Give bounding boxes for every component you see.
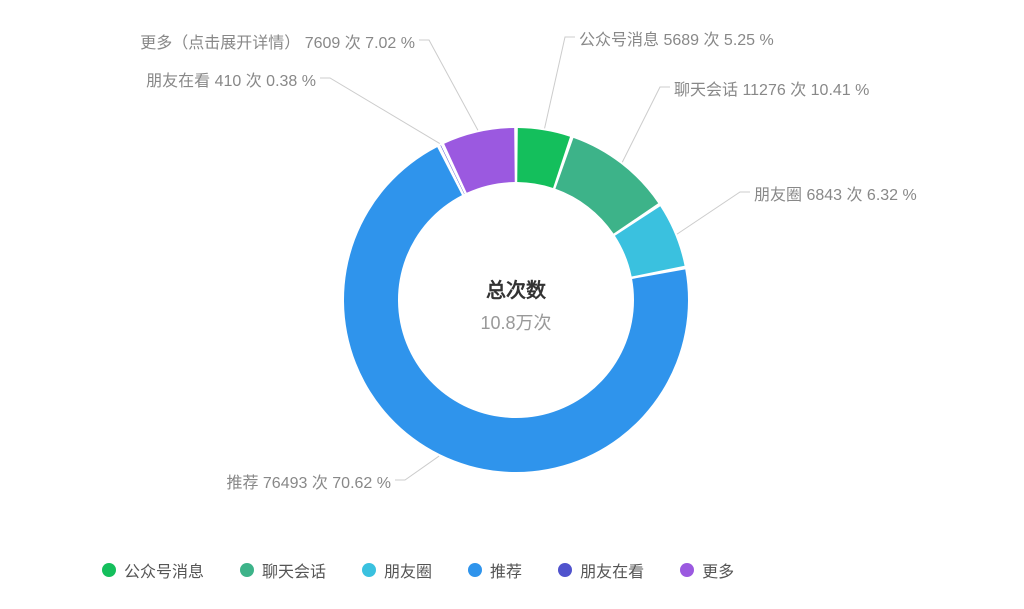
legend-label: 朋友在看 — [580, 558, 644, 582]
donut-chart — [0, 0, 1024, 609]
legend-dot-icon — [240, 563, 254, 577]
legend-item-3[interactable]: 推荐 — [468, 558, 522, 582]
callout-line-friends_reading — [320, 78, 440, 144]
legend-item-2[interactable]: 朋友圈 — [362, 558, 432, 582]
legend-item-0[interactable]: 公众号消息 — [102, 558, 204, 582]
callout-line-recommend — [395, 456, 439, 480]
legend-label: 公众号消息 — [124, 558, 204, 582]
legend-label: 朋友圈 — [384, 558, 432, 582]
legend-label: 聊天会话 — [262, 558, 326, 582]
legend-item-5[interactable]: 更多 — [680, 558, 734, 582]
legend-dot-icon — [362, 563, 376, 577]
legend-dot-icon — [102, 563, 116, 577]
legend-label: 推荐 — [490, 558, 522, 582]
legend-dot-icon — [468, 563, 482, 577]
callout-line-moments — [677, 192, 750, 234]
legend-label: 更多 — [702, 558, 734, 582]
legend-item-4[interactable]: 朋友在看 — [558, 558, 644, 582]
legend-item-1[interactable]: 聊天会话 — [240, 558, 326, 582]
callout-line-chat_session — [622, 87, 670, 162]
legend-dot-icon — [680, 563, 694, 577]
callout-line-more — [419, 40, 478, 130]
legend-dot-icon — [558, 563, 572, 577]
chart-legend: 公众号消息 聊天会话 朋友圈 推荐 朋友在看 更多 — [102, 558, 734, 582]
callout-line-official_account — [545, 37, 575, 128]
